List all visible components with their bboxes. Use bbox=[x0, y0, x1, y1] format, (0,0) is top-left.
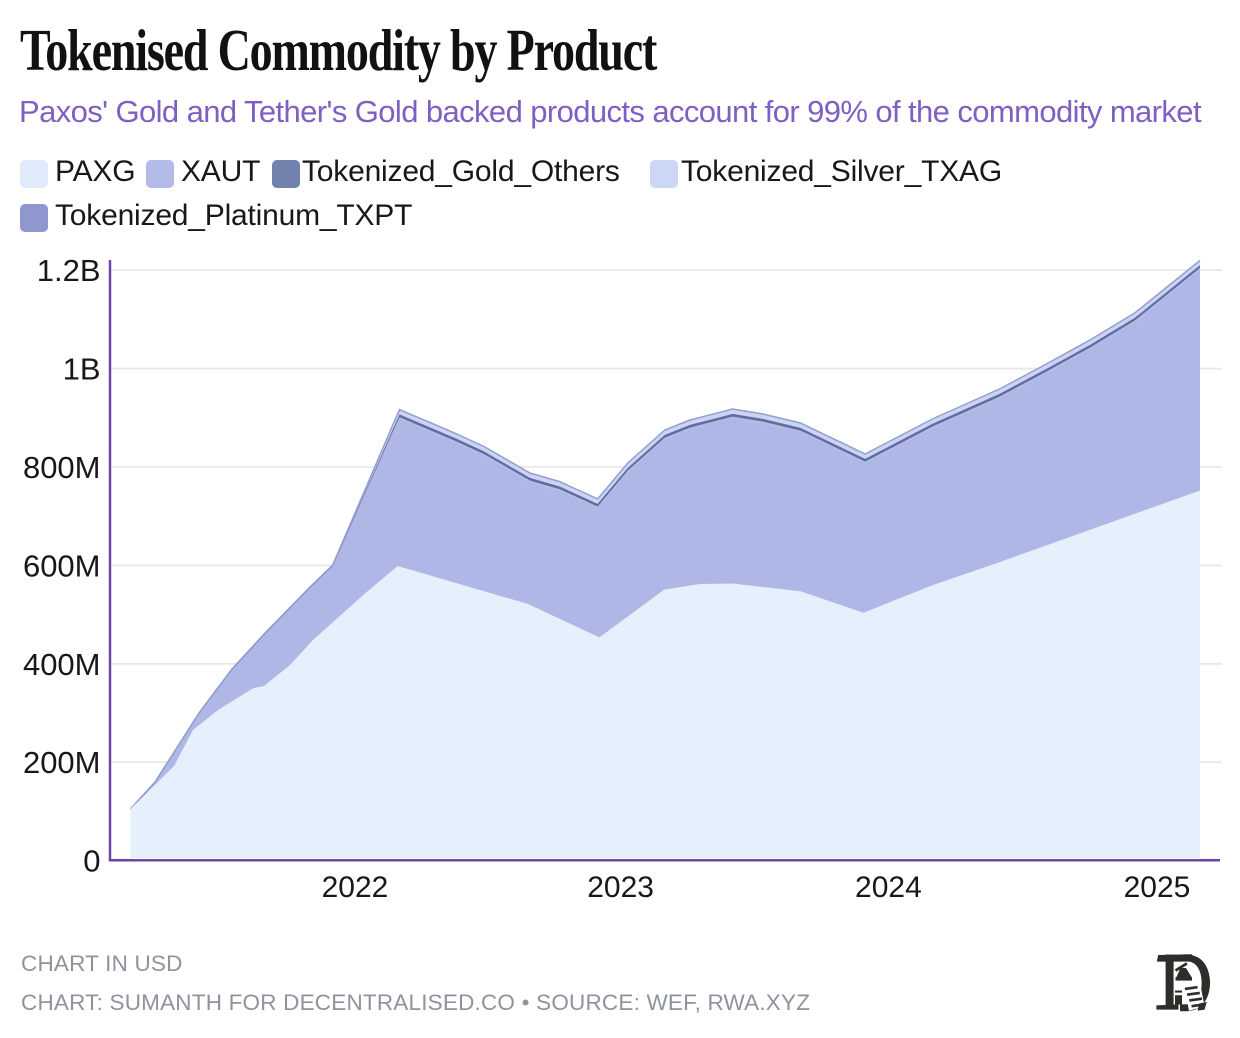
svg-text:2024: 2024 bbox=[855, 871, 922, 904]
svg-text:400M: 400M bbox=[23, 647, 101, 682]
svg-text:1.2B: 1.2B bbox=[37, 253, 101, 288]
svg-text:600M: 600M bbox=[23, 548, 101, 583]
svg-text:0: 0 bbox=[83, 843, 100, 878]
svg-text:2025: 2025 bbox=[1124, 871, 1191, 904]
svg-text:2023: 2023 bbox=[587, 871, 654, 904]
svg-text:800M: 800M bbox=[23, 450, 101, 485]
svg-text:2022: 2022 bbox=[322, 871, 389, 904]
svg-text:1B: 1B bbox=[63, 352, 101, 387]
svg-text:200M: 200M bbox=[23, 745, 101, 780]
